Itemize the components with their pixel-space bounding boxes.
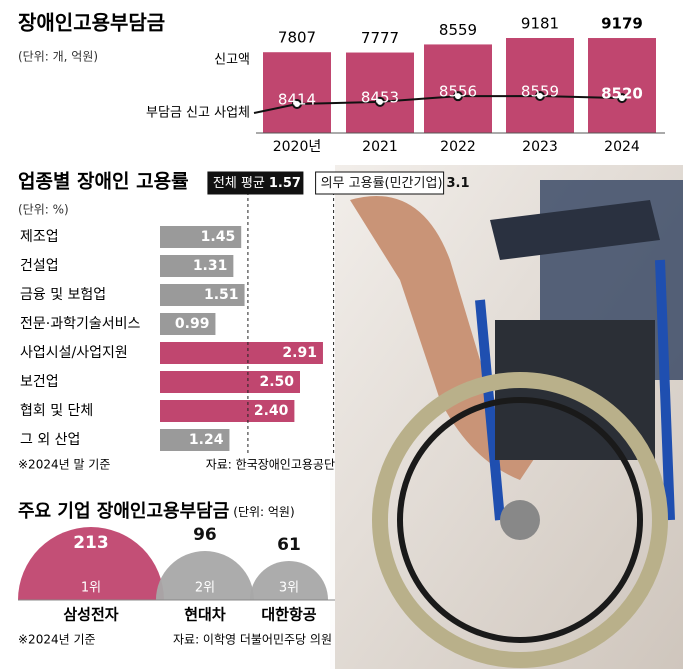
x-tick-label: 2022 <box>440 139 476 155</box>
semicircle <box>18 527 164 600</box>
title-text: 주요 기업 장애인고용부담금 <box>18 501 229 522</box>
x-tick-label: 2023 <box>522 139 558 155</box>
category-label: 그 외 산업 <box>20 432 80 448</box>
category-label: 삼성전자 <box>63 606 118 624</box>
bar <box>346 52 414 133</box>
category-label: 금융 및 보험업 <box>20 287 106 303</box>
line-point <box>292 99 302 109</box>
x-tick-label: 2020년 <box>273 139 322 155</box>
chart-title: 주요 기업 장애인고용부담금 (단위: 억원) <box>18 501 295 522</box>
rank-label: 2위 <box>195 581 215 596</box>
legend-label: 신고액 <box>214 53 250 68</box>
category-label: 보건업 <box>20 374 59 390</box>
rank-label: 1위 <box>81 581 101 596</box>
value-label: 9179 <box>601 15 643 33</box>
value-label: 2.91 <box>282 345 317 361</box>
leader <box>253 103 298 114</box>
value-label: 8559 <box>439 21 477 39</box>
value-label: 8453 <box>361 88 399 106</box>
bar <box>160 255 234 277</box>
category-label: 대한항공 <box>261 606 316 624</box>
reference-box <box>207 171 304 195</box>
category-label: 협회 및 단체 <box>20 403 93 419</box>
value-label: 8556 <box>439 83 477 101</box>
note: ※2024년 말 기준 <box>18 458 110 472</box>
value-label: 7777 <box>361 29 399 47</box>
value-label: 1.31 <box>193 258 228 274</box>
bar <box>160 313 216 335</box>
reference-label: 의무 고용률(민간기업) 3.1 <box>315 171 470 195</box>
bar <box>160 429 230 451</box>
value-label: 0.99 <box>175 316 210 332</box>
value-label: 1.45 <box>201 229 236 245</box>
category-label: 사업시설/사업지원 <box>20 345 128 361</box>
value-label: 8414 <box>278 91 316 109</box>
semicircle <box>249 560 329 600</box>
unit: (단위: 억원) <box>233 505 294 519</box>
value-label: 1.51 <box>204 287 239 303</box>
value-label: 8559 <box>521 83 559 101</box>
chart-title: 장애인고용부담금 <box>18 11 165 35</box>
line-point <box>375 96 385 107</box>
category-label: 건설업 <box>20 258 59 274</box>
bar <box>588 38 656 134</box>
reference-value: 1.57 <box>269 176 301 191</box>
reference-text: 전체 평균 1.57 <box>213 176 301 191</box>
line-point <box>453 91 463 102</box>
value-label: 7807 <box>278 29 316 47</box>
reference-text: 의무 고용률(민간기업) 3.1 <box>321 176 470 191</box>
note: ※2024년 기준 <box>18 633 96 647</box>
bar <box>506 38 574 133</box>
semicircle <box>155 551 254 600</box>
bar <box>160 371 300 393</box>
category-label: 현대차 <box>184 606 226 624</box>
bar <box>424 44 492 133</box>
value-label: 1.24 <box>189 432 224 448</box>
category-label: 전문·과학기술서비스 <box>20 316 140 332</box>
line-point <box>617 93 627 104</box>
line-point <box>535 91 545 101</box>
bar <box>160 284 245 306</box>
chart-subtitle: (단위: 개, 억원) <box>18 50 98 64</box>
category-label: 제조업 <box>20 229 59 245</box>
value-label: 9181 <box>521 15 559 33</box>
photo <box>330 165 683 669</box>
reference-name: 의무 고용률(민간기업) <box>321 176 443 191</box>
value-label: 8520 <box>601 85 643 103</box>
note: 자료: 이학영 더불어민주당 의원 <box>173 633 332 647</box>
legend-label: 부담금 신고 사업체 <box>146 106 250 121</box>
reference-name: 전체 평균 <box>213 176 265 191</box>
value-label: 61 <box>277 535 301 555</box>
reference-label: 전체 평균 1.57 <box>207 171 304 195</box>
x-tick-label: 2021 <box>362 139 398 155</box>
value-label: 2.40 <box>254 403 289 419</box>
bar <box>160 342 323 364</box>
chart-title: 업종별 장애인 고용률 <box>18 171 189 193</box>
chart-subtitle: (단위: %) <box>18 203 69 217</box>
x-tick-label: 2024 <box>604 139 640 155</box>
note: 자료: 한국장애인고용공단 <box>206 458 335 472</box>
rank-label: 3위 <box>279 581 299 596</box>
value-label: 96 <box>193 525 217 545</box>
bar <box>160 400 295 422</box>
reference-box <box>315 171 445 195</box>
value-label: 213 <box>73 533 109 553</box>
reference-value: 3.1 <box>447 176 470 191</box>
bar <box>263 52 331 133</box>
value-label: 2.50 <box>259 374 294 390</box>
bar <box>160 226 242 248</box>
